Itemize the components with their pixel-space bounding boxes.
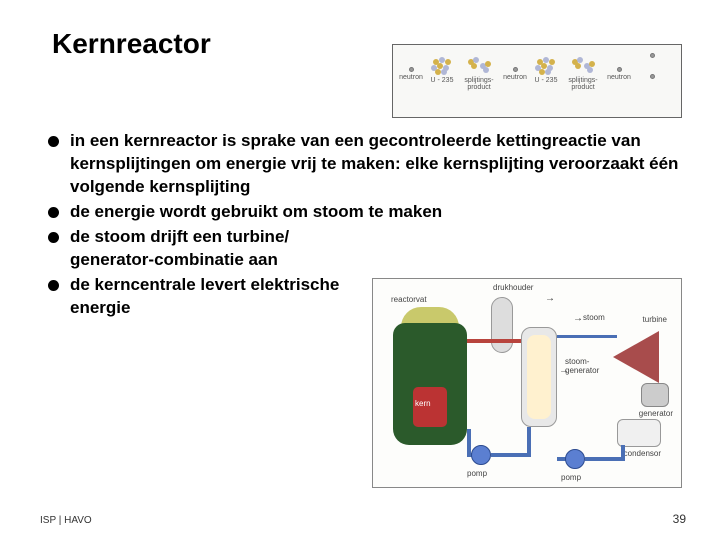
fission-label: neutron (397, 74, 425, 81)
turbine (613, 331, 659, 383)
bullet-item: de stoom drijft een turbine/ generator-c… (52, 226, 352, 272)
pipe-cold (491, 453, 531, 457)
bullet-text: in een kernreactor is sprake van een gec… (70, 131, 678, 196)
arrow-icon: → (559, 365, 569, 376)
pressurizer (491, 297, 513, 353)
page-number: 39 (673, 512, 686, 526)
label-condensor: condensor (624, 449, 661, 458)
slide: Kernreactor neutron U - 235 splijtings- … (0, 0, 720, 540)
pipe-steam (557, 335, 617, 338)
label-stoom: stoom (583, 313, 605, 322)
fission-label: splijtings- product (565, 77, 601, 91)
fission-label: U - 235 (531, 77, 561, 84)
footer-left: ISP | HAVO (40, 515, 92, 526)
pipe-cold (527, 427, 531, 455)
pump-secondary (565, 449, 585, 469)
bullet-item: de energie wordt gebruikt om stoom te ma… (52, 201, 680, 224)
reactor-schematic: reactorvat drukhouder → stoom → turbine … (372, 278, 682, 488)
label-pomp-1: pomp (467, 469, 487, 478)
fission-product-2: splijtings- product (565, 57, 601, 91)
fission-u235-1: U - 235 (427, 57, 457, 84)
label-turbine: turbine (643, 315, 667, 324)
fission-label: neutron (605, 74, 633, 81)
steam-generator-inner (527, 335, 551, 419)
bullet-text: de stoom drijft een turbine/ generator-c… (70, 227, 289, 269)
fission-label: U - 235 (427, 77, 457, 84)
fission-u235-2: U - 235 (531, 57, 561, 84)
generator (641, 383, 669, 407)
arrow-icon: → (545, 293, 555, 304)
condensor (617, 419, 661, 447)
label-reactorvat: reactorvat (391, 295, 427, 304)
pipe-cold (467, 429, 471, 455)
fission-product-1: splijtings- product (461, 57, 497, 91)
label-drukhouder: drukhouder (493, 283, 533, 292)
bullet-text: de kerncentrale levert elektrische energ… (70, 275, 339, 317)
pipe-feed (585, 457, 625, 461)
fission-chain-diagram: neutron U - 235 splijtings- product neut… (392, 44, 682, 118)
pipe-hot (467, 339, 521, 343)
fission-label: splijtings- product (461, 77, 497, 91)
label-generator: generator (639, 409, 673, 418)
fission-neutron-3: neutron (605, 61, 633, 81)
bullet-item: de kerncentrale levert elektrische energ… (52, 274, 352, 320)
fission-neutron-1: neutron (397, 61, 425, 81)
label-pomp-2: pomp (561, 473, 581, 482)
bullet-item: in een kernreactor is sprake van een gec… (52, 130, 680, 199)
arrow-icon: → (573, 313, 583, 324)
label-kern: kern (415, 399, 431, 408)
pipe-feed (621, 445, 625, 459)
label-stoomgenerator: stoom- generator (565, 357, 599, 375)
pump-primary (471, 445, 491, 465)
fission-neutron-2: neutron (501, 61, 529, 81)
fission-neutron-out (637, 53, 667, 81)
fission-label: neutron (501, 74, 529, 81)
bullet-text: de energie wordt gebruikt om stoom te ma… (70, 202, 442, 221)
